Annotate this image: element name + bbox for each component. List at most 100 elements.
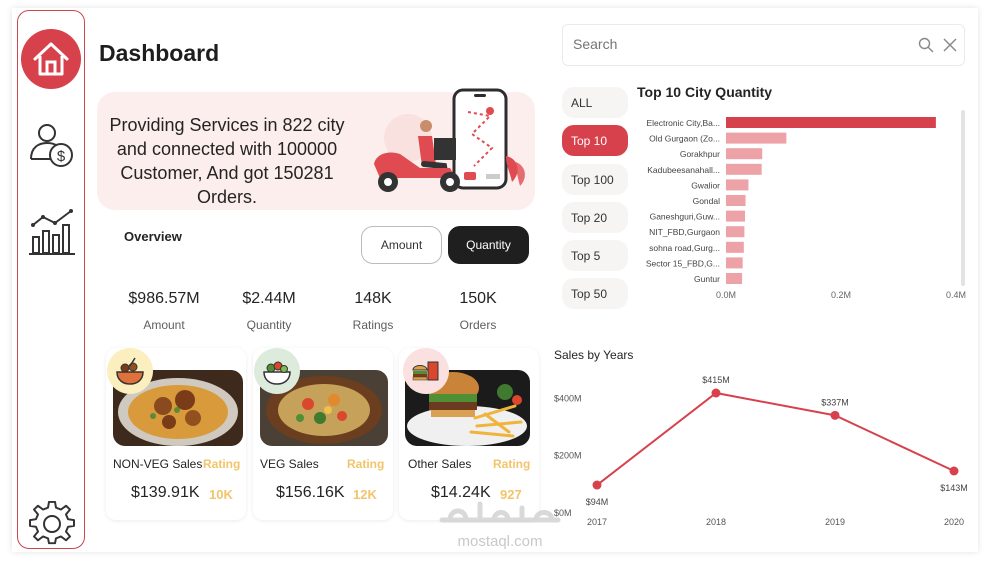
data-point xyxy=(592,480,602,490)
card-rating: 12K xyxy=(353,487,377,502)
data-label: $143M xyxy=(940,483,968,493)
mostaql-watermark: mostaql.com xyxy=(439,501,561,550)
kpi-amount: $986.57M Amount xyxy=(109,290,219,332)
y-tick-label: $0M xyxy=(554,508,572,518)
data-point xyxy=(830,410,840,420)
burger-icon xyxy=(403,348,449,394)
x-tick-label: 2018 xyxy=(706,517,726,527)
search-box xyxy=(562,24,965,66)
kpi-quantity: $2.44M Quantity xyxy=(214,290,324,332)
data-label: $415M xyxy=(702,375,730,385)
x-tick-label: 0.2M xyxy=(831,290,851,300)
nonveg-food-icon xyxy=(107,348,153,394)
svg-text:mostaql.com: mostaql.com xyxy=(457,533,542,550)
bar-category-label: Guntur xyxy=(694,274,720,284)
nav-home-button[interactable] xyxy=(21,29,81,89)
bar-category-label: sohna road,Gurg... xyxy=(649,243,720,253)
bar-category-label: Ganeshguri,Guw... xyxy=(650,212,720,222)
filter-top-20[interactable]: Top 20 xyxy=(562,202,628,233)
series-line xyxy=(596,391,955,486)
top-city-quantity-chart: Electronic City,Ba... Old Gurgaon (Zo... G… xyxy=(646,110,966,300)
y-tick-label: $400M xyxy=(554,393,582,403)
bar-category-label: Kadubeesanahall... xyxy=(647,165,720,175)
y-tick-label: $200M xyxy=(554,451,582,461)
kpi-label: Orders xyxy=(459,318,497,332)
x-tick-label: 0.0M xyxy=(716,290,736,300)
filter-top-10[interactable]: Top 10 xyxy=(562,125,628,156)
banner-text: Providing Services in 822 city and conne… xyxy=(109,115,345,207)
card-value: $139.91K xyxy=(131,484,200,501)
card-rating-label: Rating xyxy=(203,457,241,471)
quantity-toggle-button[interactable]: Quantity xyxy=(448,226,529,264)
card-label: Other Sales xyxy=(408,457,472,471)
close-icon[interactable] xyxy=(942,37,958,53)
filter-top-50[interactable]: Top 50 xyxy=(562,278,628,309)
filter-top-5[interactable]: Top 5 xyxy=(562,240,628,271)
card-label: VEG Sales xyxy=(260,457,319,471)
bar xyxy=(726,273,743,284)
gear-icon xyxy=(29,501,75,545)
card-rating-label: Rating xyxy=(347,457,385,471)
filter-all[interactable]: ALL xyxy=(562,87,628,118)
overview-title: Overview xyxy=(124,229,182,244)
search-icon[interactable] xyxy=(918,37,934,53)
kpi-label: Quantity xyxy=(246,318,292,332)
bar-category-label: Gorakhpur xyxy=(680,149,720,159)
bar xyxy=(726,241,744,253)
customer-money-icon: $ xyxy=(30,124,73,167)
x-tick-label: 2020 xyxy=(944,517,964,527)
nonveg-food-image xyxy=(113,370,243,446)
bar-category-label: Gondal xyxy=(693,196,721,206)
kpi-value: $986.57M xyxy=(128,290,200,307)
line-chart-title: Sales by Years xyxy=(554,348,634,362)
home-icon xyxy=(33,42,69,76)
kpi-ratings: 148K Ratings xyxy=(318,290,428,332)
kpi-label: Amount xyxy=(143,318,185,332)
filter-top-100[interactable]: Top 100 xyxy=(562,164,628,195)
bar xyxy=(726,210,745,222)
svg-text:$: $ xyxy=(57,148,66,165)
chart-scrollbar xyxy=(961,110,965,286)
nav-customers-button[interactable]: $ xyxy=(27,119,77,169)
bar-chart-title: Top 10 City Quantity xyxy=(637,84,773,100)
card-value: $156.16K xyxy=(276,484,345,501)
delivery-scooter-illustration xyxy=(374,88,525,192)
analytics-chart-icon xyxy=(29,209,75,255)
search-input[interactable] xyxy=(573,36,873,52)
bar-category-label: NIT_FBD,Gurgaon xyxy=(649,227,720,237)
bar xyxy=(726,257,743,269)
card-label: NON-VEG Sales xyxy=(113,457,203,471)
card-rating-label: Rating xyxy=(493,457,531,471)
data-label: $337M xyxy=(821,397,849,407)
nav-analytics-button[interactable] xyxy=(27,207,77,257)
page-title: Dashboard xyxy=(99,40,220,66)
kpi-orders: 150K Orders xyxy=(423,290,533,332)
bar-category-label: Sector 15_FBD,G... xyxy=(646,258,720,268)
bar-category-label: Electronic City,Ba... xyxy=(646,118,720,128)
sales-by-years-chart: $0M $200M $400M $94M 2017 $415M 2018 $337M 2019 $… xyxy=(554,375,968,527)
x-tick-label: 2019 xyxy=(825,517,845,527)
bar xyxy=(726,117,936,128)
amount-toggle-button[interactable]: Amount xyxy=(361,226,442,264)
bar xyxy=(726,179,749,191)
bar xyxy=(726,148,763,160)
kpi-value: 148K xyxy=(354,290,392,307)
card-rating: 10K xyxy=(209,487,233,502)
data-label: $94M xyxy=(586,497,609,507)
kpi-label: Ratings xyxy=(352,318,394,332)
bar xyxy=(726,195,746,206)
card-rating: 927 xyxy=(500,487,522,502)
sidebar: $ xyxy=(17,10,85,549)
bar xyxy=(726,132,787,144)
salad-icon xyxy=(254,348,300,394)
x-tick-label: 0.4M xyxy=(946,290,966,300)
bar xyxy=(726,226,745,238)
veg-food-image xyxy=(260,370,388,446)
x-tick-label: 2017 xyxy=(587,517,607,527)
bar-category-label: Old Gurgaon (Zo... xyxy=(649,134,720,144)
kpi-value: 150K xyxy=(459,290,497,307)
data-point xyxy=(711,388,721,398)
card-value: $14.24K xyxy=(431,484,491,501)
data-point xyxy=(949,466,959,476)
nav-settings-button[interactable] xyxy=(27,499,77,549)
